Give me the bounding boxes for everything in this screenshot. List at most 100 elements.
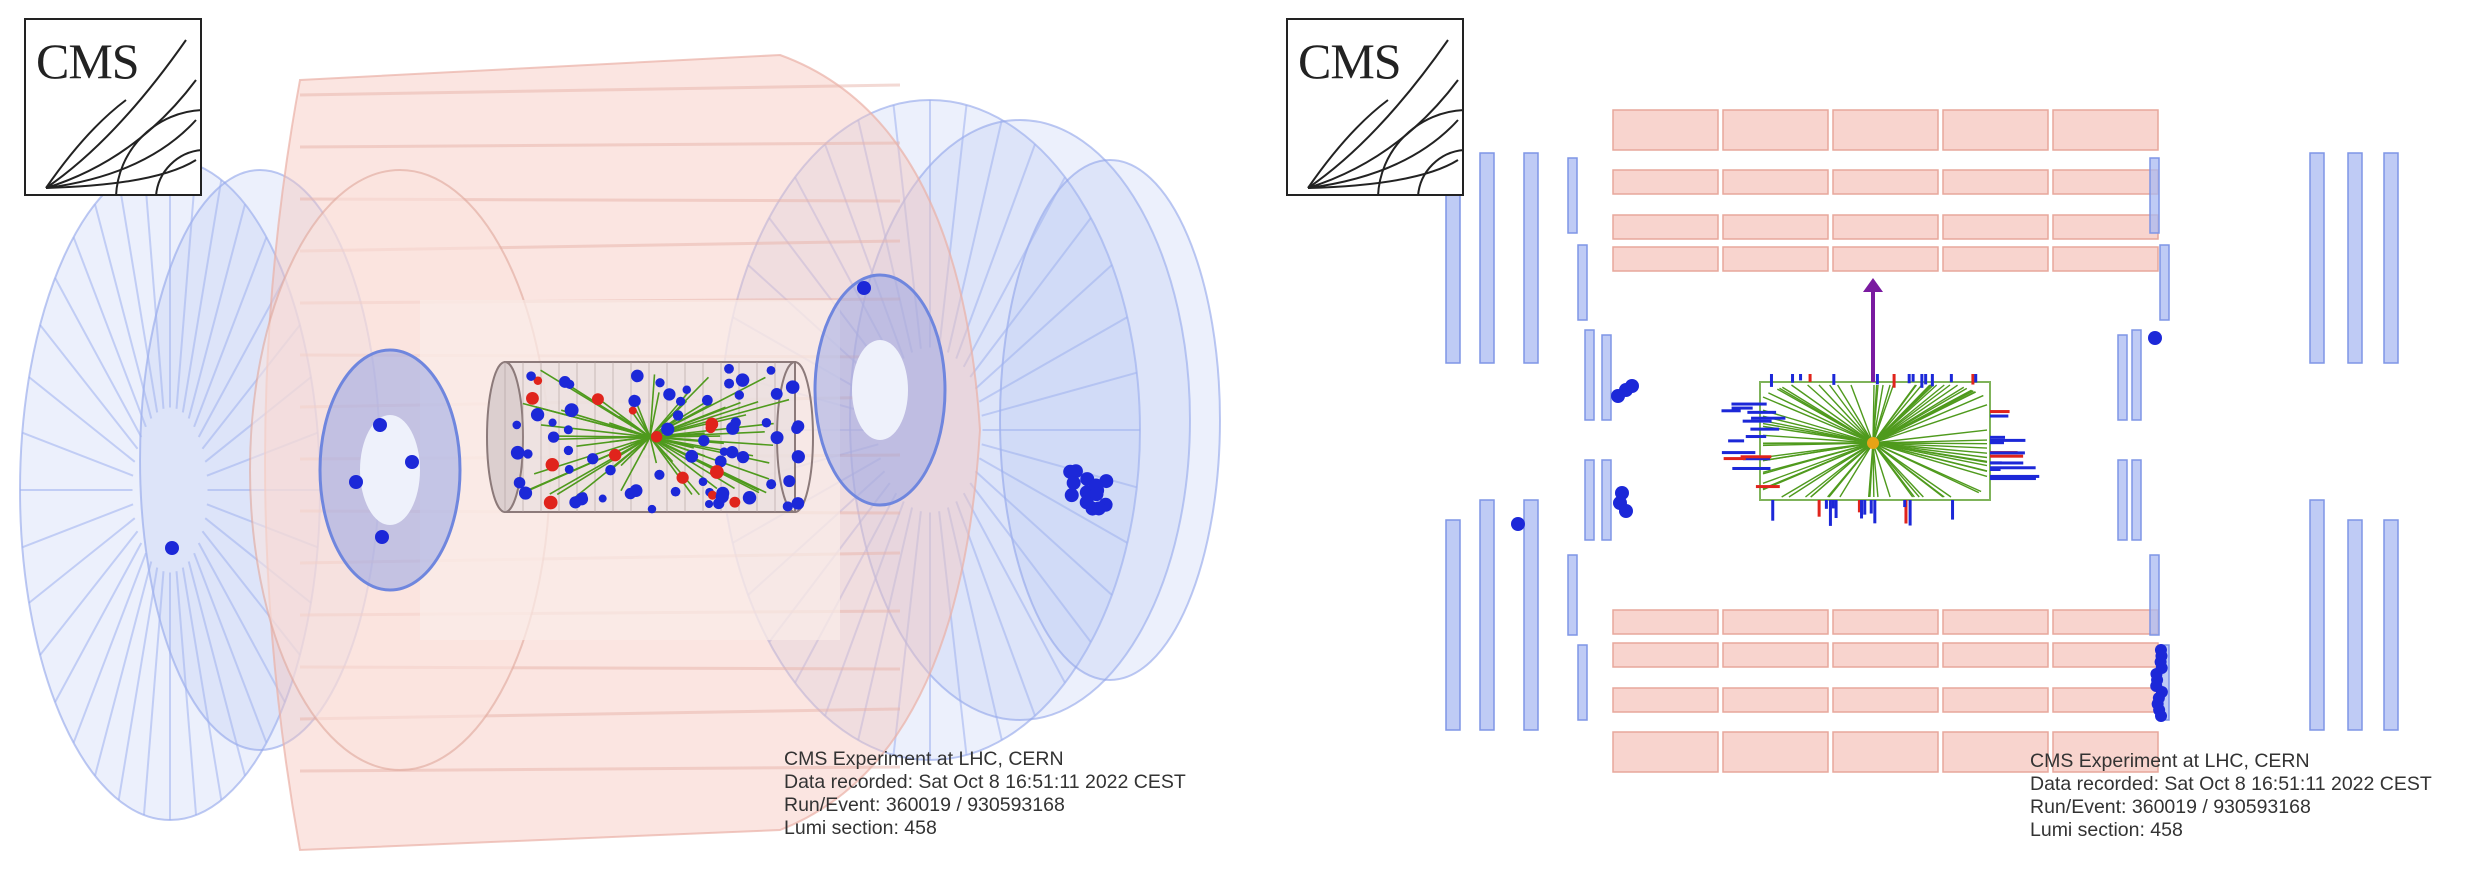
muon-hit (1063, 464, 1078, 479)
muon-chamber (2131, 329, 2142, 421)
detector-rz-scene (1445, 109, 2399, 773)
hit (701, 394, 713, 406)
energy-deposit (1990, 461, 2024, 465)
calorimeter-cell (2052, 246, 2159, 272)
energy-deposit (1817, 500, 1821, 517)
muon-hit (1064, 488, 1079, 503)
hit (563, 445, 574, 456)
event-display-3d: CMS CMS Experiment at LHC, CERN Data rec… (19, 18, 1221, 852)
hit (766, 365, 776, 375)
muon-chamber-segment (28, 517, 136, 604)
track (1872, 442, 1988, 449)
energy-deposit (1990, 461, 2002, 465)
muon-chamber (1577, 644, 1588, 721)
track (1872, 404, 1988, 444)
hit (629, 484, 643, 497)
calorimeter-cell (1832, 731, 1939, 773)
calorimeter-cell (1942, 246, 2049, 272)
energy-deposit (1747, 410, 1777, 414)
hit (523, 449, 533, 459)
muon-hit (2155, 710, 2168, 722)
calorimeter-cell (1832, 609, 1939, 635)
hit (729, 496, 741, 508)
track (649, 436, 770, 480)
track (1872, 442, 1988, 463)
muon-hit (349, 475, 363, 489)
muon-hit (857, 281, 871, 295)
hit (598, 494, 607, 503)
muon-chamber (2309, 499, 2325, 731)
track (591, 399, 651, 438)
muon-chamber (2117, 334, 2128, 421)
hit (543, 495, 558, 510)
muon-chamber-segment (94, 203, 153, 419)
hit (672, 410, 684, 421)
calorimeter-cell (1722, 687, 1829, 713)
track (1791, 384, 1874, 444)
hit (513, 476, 526, 489)
hit (714, 455, 727, 468)
track (1872, 384, 1895, 444)
track (649, 392, 660, 438)
hit (654, 469, 665, 480)
hit (735, 373, 750, 387)
muon-chamber-segment (857, 507, 914, 741)
energy-deposit (1750, 427, 1780, 431)
hit (510, 445, 525, 460)
data-recorded-label: Data recorded: Sat Oct 8 16:51:11 2022 C… (2030, 773, 2432, 795)
calorimeter-cell (2052, 214, 2159, 240)
primary-vertex (1867, 437, 1879, 449)
track (1762, 409, 1874, 444)
track (1872, 439, 1988, 444)
muon-chamber-segment (181, 179, 223, 413)
muon-chamber-segment (969, 217, 1092, 378)
muon-chamber-segment (54, 542, 143, 703)
energy-deposit (1990, 474, 2040, 478)
energy-deposit (1740, 455, 1772, 459)
muon-chamber-segment (974, 470, 1113, 596)
calorimeter-cell (2052, 109, 2159, 151)
hit (512, 420, 522, 430)
muon-hit (373, 418, 387, 432)
calorimeter-cell (1942, 687, 2049, 713)
calorimeter-cell (2052, 642, 2159, 668)
energy-deposit (1721, 409, 1741, 413)
hit (698, 434, 710, 447)
muon-chamber-segment (72, 236, 147, 428)
hit (563, 425, 573, 435)
muon-endcap-wheel (999, 159, 1221, 681)
energy-deposit (1771, 500, 1775, 521)
hit (704, 499, 714, 509)
track (1807, 384, 1874, 444)
hit (742, 491, 757, 505)
muon-chamber-segment (142, 571, 165, 816)
track (1805, 442, 1874, 498)
energy-deposit (1875, 374, 1879, 385)
track (649, 436, 735, 490)
track (1839, 442, 1874, 498)
hit (719, 447, 729, 456)
calorimeter-cell (1612, 109, 1719, 151)
energy-deposit (1834, 500, 1838, 519)
muon-chamber (1523, 499, 1539, 731)
cms-logo: CMS (24, 18, 202, 196)
beam-hole (360, 415, 420, 525)
energy-deposit (1721, 451, 1756, 455)
muon-hit (375, 530, 389, 544)
energy-deposit (1990, 468, 2001, 472)
hit (533, 376, 543, 385)
calorimeter-cell (1722, 731, 1829, 773)
muon-chamber-segment (54, 277, 143, 438)
track (1872, 394, 1984, 444)
muon-chamber-segment (824, 501, 905, 717)
hit (734, 390, 745, 400)
muon-chamber-segment (857, 119, 914, 353)
track (1872, 442, 1914, 498)
energy-deposit (1731, 406, 1753, 410)
muon-chamber-segment (981, 371, 1138, 417)
hit (761, 418, 772, 428)
calorimeter-cell (1722, 109, 1829, 151)
energy-deposit (1904, 500, 1908, 524)
track (1867, 442, 1874, 498)
energy-deposit (1930, 374, 1934, 387)
